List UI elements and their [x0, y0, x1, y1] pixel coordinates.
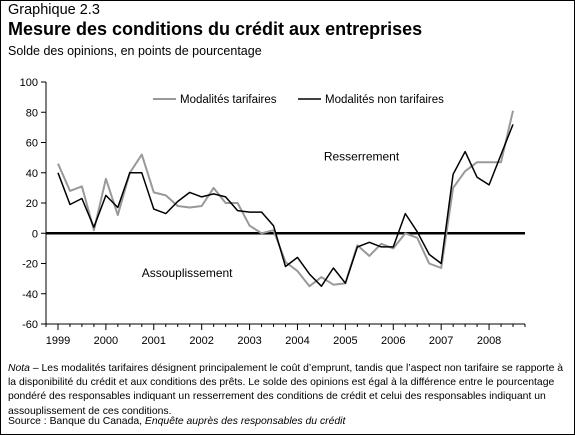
x-tick-label: 2008	[477, 335, 501, 347]
y-tick-label: -60	[22, 319, 38, 331]
y-tick-label: 20	[26, 198, 38, 210]
note-lead: Nota	[8, 363, 30, 374]
y-tick-label: 0	[32, 228, 38, 240]
series-line-2	[57, 124, 514, 287]
y-tick-label: -40	[22, 289, 38, 301]
legend-label-2: Modalités non tarifaires	[325, 94, 444, 106]
x-tick-label: 2005	[333, 335, 357, 347]
annotation-label: Assouplissement	[142, 266, 233, 280]
legend-label-1: Modalités tarifaires	[180, 94, 277, 106]
note-body: – Les modalités tarifaires désignent pri…	[8, 363, 564, 417]
y-tick-label: 60	[26, 138, 38, 150]
chart-source: Source : Banque du Canada, Enquête auprè…	[8, 416, 345, 427]
y-tick-label: 40	[26, 168, 38, 180]
chart-title: Mesure des conditions du crédit aux entr…	[8, 19, 423, 39]
x-tick-label: 2006	[381, 335, 405, 347]
series-line-1	[57, 110, 514, 288]
x-tick-label: 2004	[285, 335, 309, 347]
source-title: Enquête auprès des responsables du crédi…	[144, 416, 346, 427]
y-tick-label: 100	[20, 77, 38, 89]
chart-note: Nota – Les modalités tarifaires désignen…	[8, 362, 566, 419]
x-tick-label: 2007	[429, 335, 453, 347]
x-tick-label: 2002	[189, 335, 213, 347]
source-lead: Source : Banque du Canada,	[8, 416, 145, 427]
x-tick-label: 2001	[142, 335, 166, 347]
x-tick-label: 1999	[46, 335, 70, 347]
y-tick-label: -20	[22, 259, 38, 271]
x-tick-label: 2000	[94, 335, 118, 347]
y-axis-unit-label: Solde des opinions, en points de pourcen…	[8, 44, 262, 58]
x-tick-label: 2003	[237, 335, 261, 347]
y-tick-label: 80	[26, 107, 38, 119]
chart-kicker: Graphique 2.3	[8, 2, 100, 18]
annotation-label: Resserrement	[324, 150, 400, 164]
